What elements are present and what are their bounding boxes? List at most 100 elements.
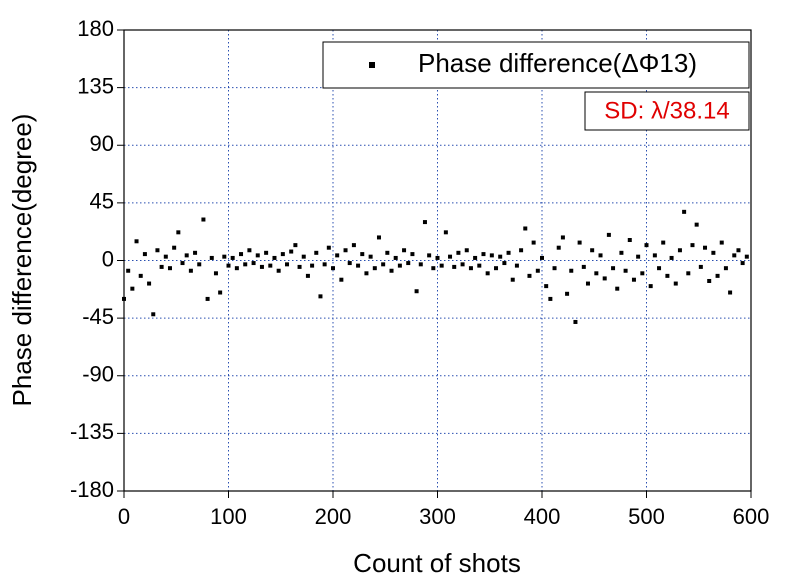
data-point [368,254,373,259]
data-point [707,278,712,283]
data-point [142,252,147,257]
data-point [431,266,436,271]
data-point [247,248,252,253]
data-point [489,253,494,258]
data-point [339,277,344,282]
data-point [686,271,691,276]
data-point [648,284,653,289]
annotation: SD: λ/38.14 [604,97,729,124]
data-point [540,255,544,260]
data-point [728,290,733,295]
data-point [673,281,678,286]
data-point [631,277,636,282]
data-point [402,248,407,253]
data-point [452,264,457,269]
data-point [343,248,348,253]
data-point [414,289,419,294]
data-point [481,252,486,257]
data-point [514,263,519,268]
data-point [715,273,720,278]
data-point [569,268,574,273]
data-point [255,253,260,258]
data-point [448,254,453,259]
data-point [590,248,595,253]
x-tick-label: 0 [118,504,130,529]
data-point [606,232,611,237]
data-point [310,263,315,268]
data-point [669,255,674,260]
y-tick-label: -180 [70,477,114,502]
data-point [443,230,448,235]
data-point [468,266,473,271]
data-point [531,240,536,245]
data-point [331,266,335,271]
y-tick-label: -45 [82,304,114,329]
data-point [661,240,666,245]
data-point [640,271,645,276]
data-point [205,296,210,301]
data-point [694,222,699,227]
data-point [167,266,172,271]
data-point [602,276,607,281]
data-point [347,261,352,266]
data-point [410,252,415,257]
data-point [723,266,728,271]
data-point [464,248,469,253]
data-point [285,262,290,267]
data-point [485,271,490,276]
data-point [381,262,386,267]
data-point [577,240,582,245]
data-point [188,268,193,273]
data-point [427,253,432,258]
data-point [519,248,524,253]
data-point [677,248,682,253]
data-point [230,255,235,260]
x-tick-label: 200 [315,504,352,529]
y-tick-label: 90 [90,131,114,156]
data-point [740,261,745,266]
legend-marker [369,62,375,68]
legend-box [322,41,750,89]
x-tick-label: 500 [628,504,665,529]
data-point [389,268,394,273]
data-point [122,296,126,301]
data-point [301,254,306,259]
data-point [527,273,532,278]
data-point [130,286,135,291]
data-point [615,286,620,291]
data-point [682,209,687,214]
data-point [627,238,632,243]
data-point [573,319,578,324]
data-point [184,253,189,258]
data-point [155,248,160,253]
data-point [280,252,285,257]
data-point [502,261,507,266]
y-tick-label: -135 [70,419,114,444]
data-point [364,271,369,276]
data-point [460,262,465,267]
data-point [147,281,152,286]
x-tick-label: 400 [524,504,561,529]
data-point [560,235,565,240]
data-point [552,266,557,271]
y-tick-label: -90 [82,362,114,387]
data-point [322,262,327,267]
data-point [657,266,662,271]
data-point [272,255,277,260]
data-point [213,271,218,276]
data-point [698,264,703,269]
data-point [268,263,273,268]
data-point [318,294,323,299]
data-point [193,250,198,255]
data-point [259,264,264,269]
data-point [335,253,340,258]
data-point [397,263,402,268]
data-point [652,253,657,258]
y-tick-label: 135 [77,73,114,98]
data-point [623,268,628,273]
data-point [163,254,168,259]
x-tick-label: 100 [210,504,247,529]
data-point [251,261,256,266]
data-point [305,273,310,278]
